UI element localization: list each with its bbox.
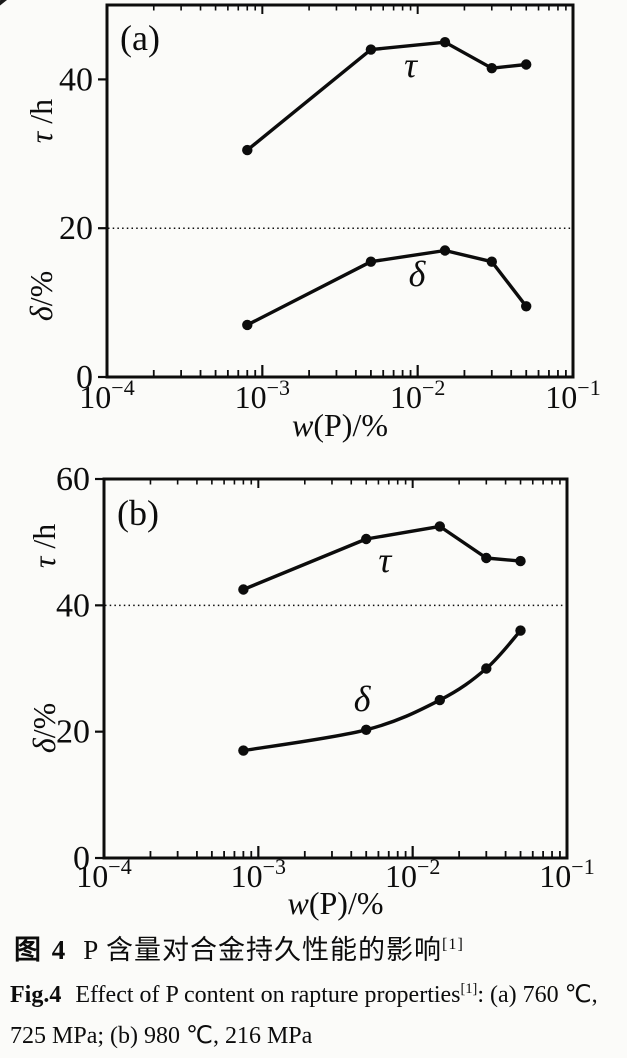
caption-chinese: 图 4 P 含量对合金持久性能的影响[1] (14, 928, 621, 967)
caption-en-label: Fig.4 (10, 982, 62, 1008)
figure-page: 10−4 10−3 10−2 10−1 0 20 40 τ /h δ/% w(P)/% (a) τ δ … (0, 0, 601, 1049)
data-point (486, 256, 497, 267)
series-δ: δ (238, 625, 526, 756)
series-label: τ (378, 540, 392, 580)
series-label: δ (354, 679, 372, 719)
x-axis-title: w(P)/% (292, 407, 388, 443)
data-point (515, 555, 526, 567)
data-point (361, 724, 372, 735)
y-axis-ticks: 0 20 40 60 (56, 461, 104, 877)
x-tick-label: 10−4 (79, 375, 134, 415)
data-point (521, 301, 532, 312)
data-point (238, 584, 249, 595)
x-tick-label: 10−3 (231, 854, 286, 894)
x-axis-title: w(P)/% (288, 885, 384, 921)
series-δ: δ (242, 245, 532, 331)
y-tick-label: 40 (56, 587, 90, 624)
data-point (365, 44, 377, 55)
x-tick-label: 10−1 (545, 375, 600, 415)
y-tick-label: 0 (76, 359, 93, 396)
y-tick-label: 40 (59, 61, 93, 98)
data-point (439, 37, 451, 48)
caption-zh-label: 图 4 (14, 935, 68, 965)
series-τ: τ (238, 521, 526, 595)
y-axis-label: τ /h (26, 524, 62, 568)
x-tick-label: 10−3 (235, 375, 290, 415)
caption-zh-text: P 含量对合金持久性能的影响 (83, 935, 443, 965)
data-point (434, 521, 445, 532)
panel-label: (a) (120, 18, 160, 58)
y-axis-label: δ/% (23, 271, 59, 321)
caption-en-text: Effect of P content on rapture propertie… (75, 982, 461, 1008)
data-point (481, 663, 492, 674)
data-point (238, 745, 249, 756)
data-point (515, 625, 526, 636)
data-point (439, 245, 451, 256)
y-tick-label: 60 (56, 461, 90, 498)
series-line (246, 248, 528, 327)
series-label: δ (409, 254, 427, 294)
y-axis-label: τ /h (23, 99, 59, 143)
x-tick-label: 10−4 (76, 854, 131, 894)
data-point (521, 59, 532, 70)
y-tick-label: 20 (56, 714, 90, 751)
x-tick-label: 10−2 (390, 375, 445, 415)
x-tick-label: 10−2 (385, 854, 440, 894)
data-point (242, 144, 253, 156)
caption-zh-sup: [1] (442, 935, 464, 953)
series-label: τ (404, 45, 418, 85)
y-axis-label: δ/% (26, 703, 62, 753)
panel-label: (b) (117, 493, 159, 533)
y-tick-label: 0 (73, 840, 90, 877)
data-point (365, 256, 377, 267)
series-line (243, 629, 522, 753)
plot-frame (105, 3, 575, 379)
chart-panel-a: 10−4 10−3 10−2 10−1 0 20 40τ /h δ/% w(P)/% (a) τ δ (23, 3, 601, 443)
series-line (246, 40, 527, 152)
x-tick-label: 10−1 (539, 854, 594, 894)
data-point (361, 533, 372, 545)
caption-en-sup: [1] (460, 981, 478, 997)
x-axis-ticks: 10−4 10−3 10−2 10−1 (79, 5, 601, 415)
data-point (481, 552, 492, 564)
y-axis-ticks: 0 20 40 (59, 61, 107, 396)
x-axis-ticks: 10−4 10−3 10−2 10−1 (76, 479, 595, 894)
plot-frame (102, 477, 569, 860)
series-τ: τ (242, 37, 532, 156)
data-point (486, 62, 497, 74)
chart-panel-b: 10−4 10−3 10−2 10−1 0 20 40 60 τ /h δ/% w(P)/% (b) τ… (26, 461, 595, 921)
data-point (434, 694, 445, 706)
y-tick-label: 20 (59, 210, 93, 247)
data-point (242, 319, 253, 331)
caption-english: Fig.4 Effect of P content on rapture prop… (10, 975, 621, 1058)
